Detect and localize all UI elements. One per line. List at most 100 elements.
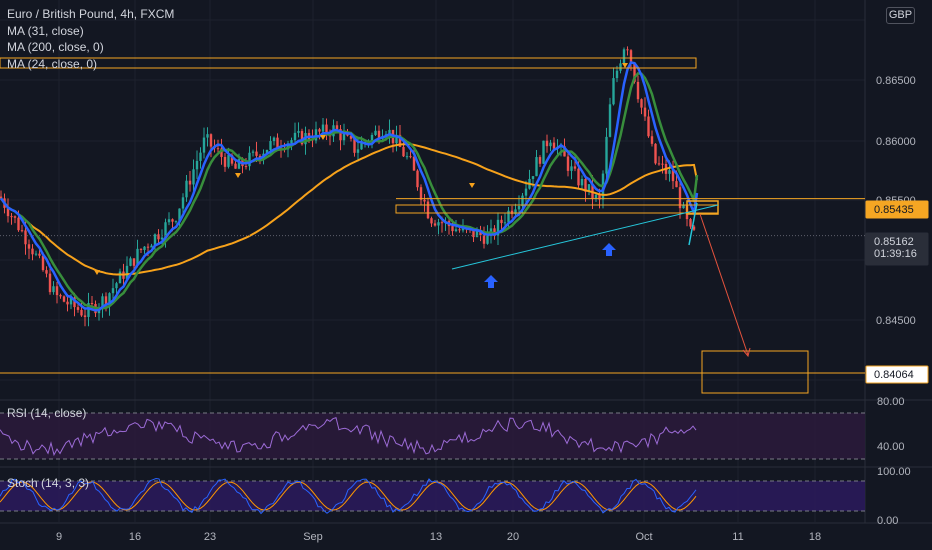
candle-body xyxy=(206,134,209,138)
projection-arrow xyxy=(699,213,749,356)
candle-body xyxy=(150,245,153,248)
candle-body xyxy=(349,135,353,139)
candle-body xyxy=(188,180,192,185)
candle-body xyxy=(335,125,339,130)
candle-body xyxy=(496,219,500,236)
candle-body xyxy=(181,197,185,209)
candle-body xyxy=(580,179,584,186)
candle-body xyxy=(507,210,510,223)
candle-body xyxy=(538,157,542,164)
rsi-tick-label: 80.00 xyxy=(877,396,905,408)
candle-body xyxy=(503,222,507,224)
symbol-title[interactable]: Euro / British Pound, 4h, FXCM xyxy=(7,7,175,21)
candle-body xyxy=(563,146,566,157)
candle-body xyxy=(286,143,290,150)
top-resistance-zone xyxy=(0,57,697,69)
candle-body xyxy=(426,201,430,219)
candle-body xyxy=(80,309,83,316)
candle-body xyxy=(251,151,255,153)
candle-body xyxy=(524,188,528,196)
candle-body xyxy=(339,129,342,141)
time-tick-label: 20 xyxy=(507,531,519,543)
candle-body xyxy=(69,297,73,305)
signal-marker xyxy=(235,173,241,178)
candle-body xyxy=(325,124,328,134)
candle-body xyxy=(52,286,55,293)
signal-marker xyxy=(320,135,326,140)
time-tick-label: Oct xyxy=(635,531,652,543)
retest-box xyxy=(686,200,719,215)
candle-body xyxy=(118,271,122,284)
time-tick-label: 16 xyxy=(129,531,141,543)
candle-body xyxy=(136,248,139,266)
stoch-tick-label: 0.00 xyxy=(877,515,898,527)
rsi-legend[interactable]: RSI (14, close) xyxy=(7,406,87,420)
signal-marker xyxy=(469,183,475,188)
candle-body xyxy=(535,157,538,177)
currency-button[interactable]: GBP xyxy=(886,7,915,24)
ma-200-line xyxy=(0,143,698,276)
candles xyxy=(0,46,696,327)
candle-body xyxy=(132,258,136,266)
candle-body xyxy=(622,49,626,64)
candle-body xyxy=(59,295,62,297)
candle-body xyxy=(598,194,601,200)
candle-body xyxy=(584,179,587,192)
candle-body xyxy=(577,168,580,186)
indicator-ma-24[interactable]: MA (24, close, 0) xyxy=(7,56,98,71)
candle-body xyxy=(160,237,164,240)
candle-body xyxy=(682,204,685,209)
candle-body xyxy=(409,156,412,158)
candle-body xyxy=(48,273,52,293)
candle-body xyxy=(265,149,269,154)
current-price-tag xyxy=(865,232,929,266)
candle-body xyxy=(115,283,118,289)
indicator-ma-200[interactable]: MA (200, close, 0) xyxy=(7,40,104,54)
candle-body xyxy=(234,163,237,169)
candle-body xyxy=(293,132,297,141)
candle-body xyxy=(342,133,346,141)
candle-body xyxy=(297,131,300,133)
candle-body xyxy=(566,156,570,171)
candle-body xyxy=(167,219,171,223)
candle-body xyxy=(636,81,640,100)
retest-path xyxy=(688,202,698,246)
candle-body xyxy=(101,296,104,308)
candle-body xyxy=(146,246,150,248)
chart-legend: Euro / British Pound, 4h, FXCM MA (31, c… xyxy=(7,6,174,72)
stoch-legend[interactable]: Stoch (14, 3, 3) xyxy=(7,476,90,490)
candle-body xyxy=(45,270,48,274)
candle-body xyxy=(479,230,482,236)
candle-body xyxy=(353,138,356,153)
candle-body xyxy=(125,265,129,279)
candle-body xyxy=(402,146,405,157)
rsi-tick-label: 40.00 xyxy=(877,441,905,453)
candle-body xyxy=(608,104,612,137)
candle-body xyxy=(216,148,220,150)
rsi-line xyxy=(0,416,697,457)
candle-body xyxy=(514,209,517,215)
current-price-tag-text: 01:39:16 xyxy=(874,248,917,260)
candle-body xyxy=(223,156,227,167)
candle-body xyxy=(657,163,661,165)
time-tick-label: 13 xyxy=(430,531,442,543)
target-zone xyxy=(701,350,809,394)
candle-body xyxy=(412,156,416,171)
candle-body xyxy=(164,222,167,238)
candle-body xyxy=(230,155,234,164)
candle-body xyxy=(640,99,643,108)
candle-body xyxy=(552,142,556,149)
time-tick-label: 23 xyxy=(204,531,216,543)
stoch-d-line xyxy=(0,481,697,511)
candle-body xyxy=(643,107,647,117)
candle-body xyxy=(619,63,622,71)
candle-body xyxy=(605,136,608,174)
candle-body xyxy=(20,230,24,232)
signal-marker xyxy=(94,270,100,275)
candle-body xyxy=(493,228,496,236)
indicator-ma-31[interactable]: MA (31, close) xyxy=(7,23,84,38)
candle-body xyxy=(545,140,549,147)
candle-body xyxy=(314,129,318,141)
candle-body xyxy=(171,219,174,222)
